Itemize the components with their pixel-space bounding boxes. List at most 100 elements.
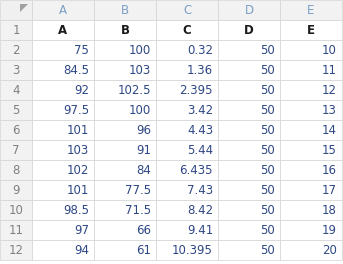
Bar bbox=[156, 140, 218, 160]
Text: E: E bbox=[307, 3, 315, 16]
Text: 17: 17 bbox=[322, 183, 337, 196]
Bar bbox=[32, 160, 94, 180]
Bar bbox=[94, 80, 156, 100]
Text: 50: 50 bbox=[260, 224, 275, 237]
Bar bbox=[94, 60, 156, 80]
Text: 19: 19 bbox=[322, 224, 337, 237]
Text: D: D bbox=[244, 23, 254, 36]
Text: 7: 7 bbox=[12, 144, 20, 157]
Bar bbox=[156, 80, 218, 100]
Text: D: D bbox=[245, 3, 253, 16]
Text: 71.5: 71.5 bbox=[125, 204, 151, 216]
Bar bbox=[156, 220, 218, 240]
Bar bbox=[156, 200, 218, 220]
Text: 16: 16 bbox=[322, 163, 337, 177]
Bar bbox=[32, 80, 94, 100]
Text: 13: 13 bbox=[322, 103, 337, 116]
Bar bbox=[94, 220, 156, 240]
Bar bbox=[156, 60, 218, 80]
Bar bbox=[280, 160, 342, 180]
Text: B: B bbox=[120, 23, 130, 36]
Bar bbox=[218, 240, 280, 260]
Text: 50: 50 bbox=[260, 204, 275, 216]
Text: 18: 18 bbox=[322, 204, 337, 216]
Bar bbox=[32, 140, 94, 160]
Text: 14: 14 bbox=[322, 124, 337, 136]
Text: 84: 84 bbox=[136, 163, 151, 177]
Text: 103: 103 bbox=[67, 144, 89, 157]
Bar bbox=[0, 80, 32, 100]
Bar bbox=[94, 40, 156, 60]
Bar bbox=[218, 60, 280, 80]
Text: A: A bbox=[59, 3, 67, 16]
Bar bbox=[218, 40, 280, 60]
Text: 101: 101 bbox=[67, 124, 89, 136]
Bar bbox=[32, 20, 94, 40]
Text: 97.5: 97.5 bbox=[63, 103, 89, 116]
Bar bbox=[32, 120, 94, 140]
Bar bbox=[0, 140, 32, 160]
Bar bbox=[218, 200, 280, 220]
Bar bbox=[218, 100, 280, 120]
Text: 12: 12 bbox=[9, 243, 24, 257]
Bar bbox=[0, 160, 32, 180]
Bar bbox=[280, 40, 342, 60]
Bar bbox=[218, 140, 280, 160]
Text: 77.5: 77.5 bbox=[125, 183, 151, 196]
Text: 100: 100 bbox=[129, 44, 151, 56]
Bar bbox=[94, 180, 156, 200]
Bar bbox=[218, 0, 280, 20]
Bar bbox=[0, 0, 32, 20]
Text: 66: 66 bbox=[136, 224, 151, 237]
Bar bbox=[32, 0, 94, 20]
Text: 91: 91 bbox=[136, 144, 151, 157]
Bar bbox=[218, 120, 280, 140]
Text: 12: 12 bbox=[322, 83, 337, 97]
Polygon shape bbox=[20, 4, 28, 12]
Text: 10: 10 bbox=[9, 204, 23, 216]
Bar bbox=[156, 100, 218, 120]
Text: C: C bbox=[183, 3, 191, 16]
Bar bbox=[0, 200, 32, 220]
Bar bbox=[156, 120, 218, 140]
Bar bbox=[94, 240, 156, 260]
Bar bbox=[32, 100, 94, 120]
Text: 7.43: 7.43 bbox=[187, 183, 213, 196]
Text: 3.42: 3.42 bbox=[187, 103, 213, 116]
Text: 50: 50 bbox=[260, 83, 275, 97]
Bar bbox=[280, 200, 342, 220]
Text: 92: 92 bbox=[74, 83, 89, 97]
Bar bbox=[94, 140, 156, 160]
Bar bbox=[156, 0, 218, 20]
Text: 8: 8 bbox=[12, 163, 20, 177]
Text: 98.5: 98.5 bbox=[63, 204, 89, 216]
Text: 8.42: 8.42 bbox=[187, 204, 213, 216]
Bar bbox=[32, 60, 94, 80]
Bar bbox=[280, 80, 342, 100]
Text: 20: 20 bbox=[322, 243, 337, 257]
Bar bbox=[156, 240, 218, 260]
Text: 50: 50 bbox=[260, 163, 275, 177]
Text: 61: 61 bbox=[136, 243, 151, 257]
Text: 0.32: 0.32 bbox=[187, 44, 213, 56]
Bar bbox=[280, 140, 342, 160]
Text: 50: 50 bbox=[260, 144, 275, 157]
Bar bbox=[94, 200, 156, 220]
Text: 50: 50 bbox=[260, 103, 275, 116]
Text: 94: 94 bbox=[74, 243, 89, 257]
Bar bbox=[0, 60, 32, 80]
Text: 15: 15 bbox=[322, 144, 337, 157]
Bar bbox=[218, 80, 280, 100]
Text: 11: 11 bbox=[322, 64, 337, 77]
Text: 6: 6 bbox=[12, 124, 20, 136]
Text: 4.43: 4.43 bbox=[187, 124, 213, 136]
Text: 5.44: 5.44 bbox=[187, 144, 213, 157]
Bar bbox=[218, 180, 280, 200]
Text: 50: 50 bbox=[260, 124, 275, 136]
Bar bbox=[280, 100, 342, 120]
Text: 102.5: 102.5 bbox=[118, 83, 151, 97]
Text: 2: 2 bbox=[12, 44, 20, 56]
Bar bbox=[156, 160, 218, 180]
Text: 1: 1 bbox=[12, 23, 20, 36]
Bar bbox=[0, 240, 32, 260]
